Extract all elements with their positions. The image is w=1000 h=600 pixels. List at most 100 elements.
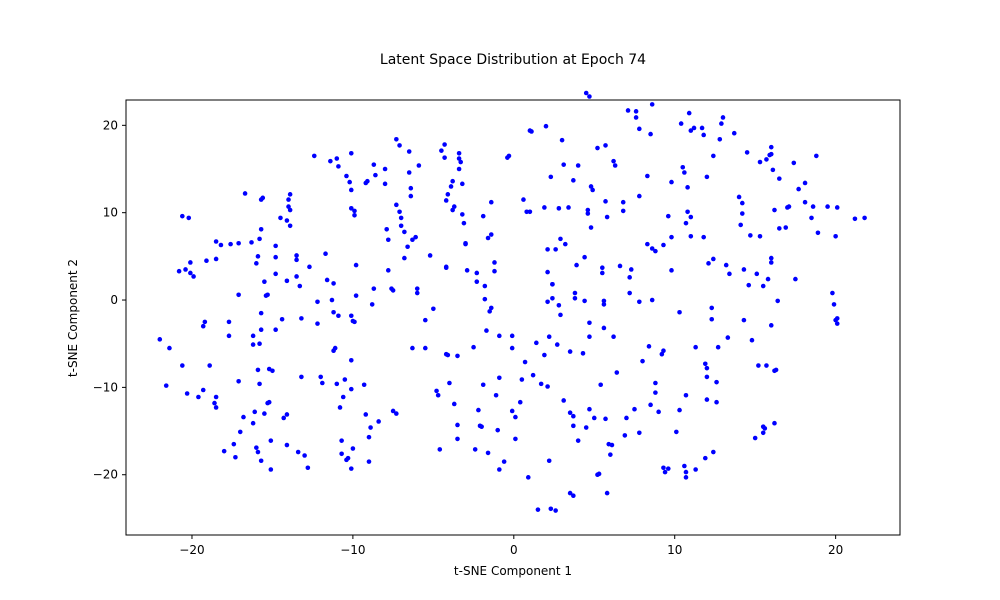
scatter-point	[591, 415, 597, 421]
scatter-point	[450, 178, 455, 184]
scatter-point	[653, 390, 658, 395]
scatter-point	[279, 316, 285, 322]
scatter-point	[566, 205, 571, 210]
scatter-point	[410, 345, 415, 351]
scatter-point	[825, 204, 830, 209]
scatter-point	[661, 465, 666, 471]
scatter-point	[492, 268, 497, 274]
scatter-point	[770, 167, 776, 173]
scatter-point	[582, 298, 587, 304]
scatter-point	[772, 420, 777, 426]
scatter-point	[587, 406, 592, 412]
scatter-point	[213, 405, 219, 410]
scatter-point	[677, 407, 682, 413]
scatter-point	[723, 262, 729, 268]
scatter-point	[709, 305, 715, 311]
scatter-point	[451, 204, 457, 209]
scatter-point	[455, 422, 460, 428]
scatter-point	[659, 351, 665, 357]
scatter-point	[334, 156, 340, 161]
scatter-point	[833, 233, 838, 239]
scatter-point	[385, 268, 391, 273]
scatter-point	[559, 137, 565, 143]
scatter-point	[287, 192, 293, 197]
scatter-point	[704, 397, 710, 402]
scatter-point	[200, 323, 206, 329]
scatter-point	[680, 164, 686, 170]
scatter-point	[545, 299, 550, 305]
scatter-point	[598, 382, 603, 388]
scatter-point	[262, 279, 267, 284]
scatter-point	[431, 306, 436, 312]
scatter-point	[693, 344, 698, 350]
scatter-point	[423, 345, 428, 351]
scatter-point	[255, 367, 261, 373]
scatter-point	[550, 295, 555, 301]
scatter-point	[612, 163, 618, 168]
scatter-point	[345, 455, 351, 461]
scatter-point	[645, 241, 650, 247]
scatter-point	[701, 234, 706, 240]
scatter-point	[397, 209, 402, 215]
scatter-point	[352, 208, 357, 214]
scatter-point	[572, 290, 578, 296]
scatter-point	[385, 237, 391, 243]
scatter-point	[348, 386, 354, 392]
scatter-point	[294, 274, 299, 279]
scatter-point	[474, 279, 480, 284]
scatter-point	[585, 207, 591, 213]
scatter-point	[777, 176, 782, 181]
scatter-point	[775, 298, 781, 304]
scatter-point	[287, 207, 293, 213]
scatter-point	[460, 181, 465, 187]
scatter-point	[221, 448, 227, 454]
scatter-point	[254, 261, 259, 266]
scatter-point	[394, 411, 399, 416]
scatter-point	[637, 126, 642, 132]
scatter-point	[640, 358, 645, 364]
scatter-point	[522, 359, 528, 365]
scatter-point	[627, 290, 632, 296]
scatter-point	[575, 163, 581, 168]
scatter-point	[648, 402, 653, 408]
scatter-point	[649, 246, 655, 251]
scatter-point	[482, 296, 488, 302]
scatter-point	[273, 271, 278, 277]
scatter-point	[661, 348, 666, 353]
scatter-point	[678, 121, 684, 126]
scatter-point	[542, 205, 547, 210]
scatter-point	[258, 327, 264, 333]
scatter-point	[834, 205, 840, 210]
scatter-point	[714, 379, 719, 385]
scatter-point	[741, 317, 747, 323]
scatter-point	[328, 158, 333, 164]
scatter-point	[611, 334, 616, 340]
scatter-point	[344, 173, 349, 179]
scatter-point	[603, 199, 608, 204]
scatter-point	[191, 274, 196, 279]
scatter-point	[617, 263, 623, 269]
scatter-point	[270, 368, 275, 374]
scatter-point	[260, 195, 266, 201]
scatter-point	[366, 434, 372, 440]
scatter-point	[830, 290, 835, 296]
scatter-point	[571, 493, 576, 498]
scatter-point	[611, 158, 616, 164]
scatter-point	[479, 424, 484, 429]
scatter-point	[456, 156, 462, 161]
scatter-point	[336, 164, 341, 169]
scatter-point	[302, 453, 307, 458]
scatter-point	[284, 412, 290, 417]
scatter-point	[567, 349, 573, 354]
scatter-point	[601, 325, 607, 331]
scatter-point	[601, 298, 607, 304]
scatter-point	[600, 270, 605, 276]
scatter-point	[390, 288, 396, 293]
scatter-point	[768, 260, 774, 265]
scatter-point	[382, 166, 388, 172]
scatter-point	[509, 333, 515, 339]
scatter-point	[637, 430, 642, 436]
scatter-point	[402, 229, 407, 235]
scatter-point	[852, 216, 858, 222]
scatter-point	[662, 469, 668, 475]
